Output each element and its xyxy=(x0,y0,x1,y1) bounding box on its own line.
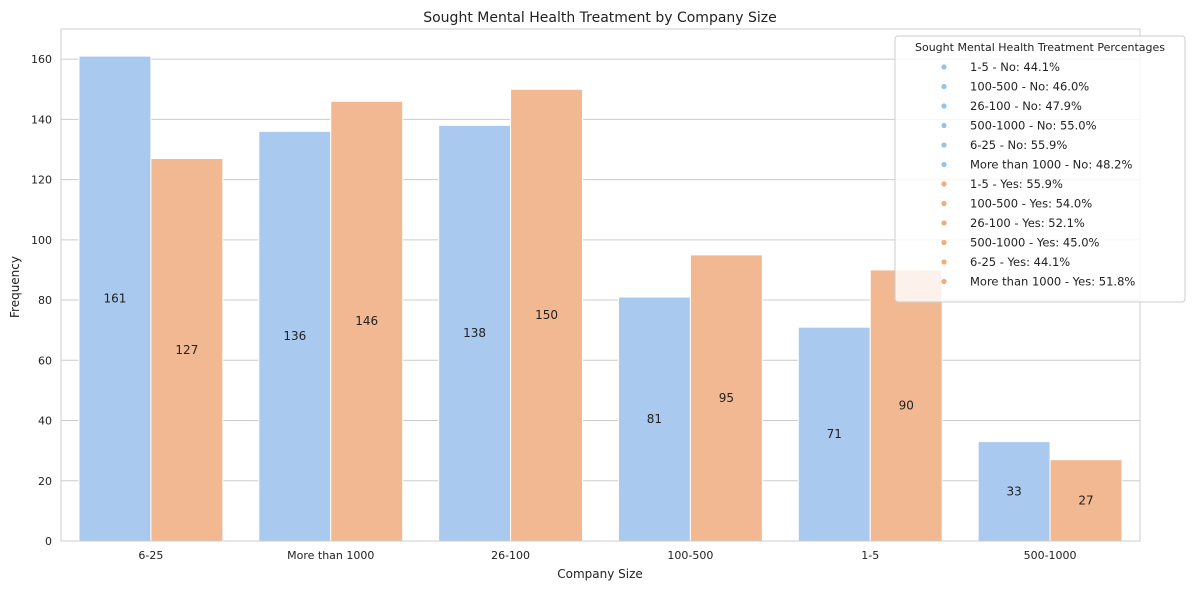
legend-entry: 26-100 - Yes: 52.1% xyxy=(970,216,1085,230)
x-axis-label: Company Size xyxy=(557,567,643,581)
y-tick-label: 160 xyxy=(31,53,52,66)
legend-marker xyxy=(941,122,947,129)
bar xyxy=(869,269,943,542)
x-tick-label: 1-5 xyxy=(861,549,879,562)
bar-value-label: 27 xyxy=(1078,493,1093,507)
x-tick-label: 100-500 xyxy=(667,549,713,562)
y-axis-label: Frequency xyxy=(8,256,22,318)
bars xyxy=(78,55,1123,542)
legend-entry: 500-1000 - Yes: 45.0% xyxy=(970,236,1100,250)
bar-value-label: 71 xyxy=(827,427,842,441)
legend-box xyxy=(894,35,1186,303)
y-tick-label: 140 xyxy=(31,113,52,126)
bar-value-label: 127 xyxy=(175,343,198,357)
bar-value-label: 146 xyxy=(355,314,378,328)
legend-marker xyxy=(941,83,947,90)
legend-entry: More than 1000 - Yes: 51.8% xyxy=(970,275,1135,289)
x-tick-label: 26-100 xyxy=(491,549,530,562)
x-tick-label: More than 1000 xyxy=(287,549,374,562)
bar-value-label: 136 xyxy=(283,329,306,343)
bar xyxy=(617,296,691,542)
legend-entry: 1-5 - Yes: 55.9% xyxy=(970,177,1063,191)
legend-entry: 100-500 - No: 46.0% xyxy=(970,80,1089,94)
bar xyxy=(977,441,1051,542)
bar-value-label: 81 xyxy=(647,412,662,426)
x-axis-ticks: 6-25 More than 1000 26-100 100-500 1-5 500-10… xyxy=(138,549,1076,562)
bar xyxy=(258,130,332,542)
bar xyxy=(1049,459,1123,542)
legend-marker xyxy=(941,181,947,187)
bar-value-label: 138 xyxy=(463,326,486,340)
x-tick-label: 500-1000 xyxy=(1024,549,1077,562)
bar-value-label: 33 xyxy=(1006,484,1021,498)
grid-lines xyxy=(61,58,1140,482)
bar xyxy=(78,55,152,542)
legend-marker xyxy=(941,161,947,168)
bar-value-label: 161 xyxy=(103,292,126,306)
bar xyxy=(510,88,584,542)
legend-title: Sought Mental Health Treatment Percentag… xyxy=(915,41,1165,54)
bar xyxy=(330,100,404,542)
bar-value-label: 90 xyxy=(899,398,914,412)
legend-marker xyxy=(941,239,947,246)
y-tick-label: 60 xyxy=(38,354,52,367)
legend-marker xyxy=(941,220,947,226)
legend-marker xyxy=(941,200,947,207)
bar-value-label: 150 xyxy=(535,308,558,322)
legend-entry: 1-5 - No: 44.1% xyxy=(970,60,1060,74)
y-tick-label: 100 xyxy=(31,234,52,247)
legend-marker xyxy=(941,142,947,148)
y-tick-label: 20 xyxy=(38,475,52,488)
legend-entry: 500-1000 - No: 55.0% xyxy=(970,119,1097,133)
y-tick-label: 40 xyxy=(38,415,52,428)
bar-value-label: 95 xyxy=(719,391,734,405)
x-tick-label: 6-25 xyxy=(138,549,163,562)
legend-entry: 6-25 - Yes: 44.1% xyxy=(970,255,1070,269)
legend-marker xyxy=(941,278,947,285)
legend-entry: 26-100 - No: 47.9% xyxy=(970,99,1082,113)
legend-marker xyxy=(941,259,947,265)
bar xyxy=(689,254,763,542)
legend-marker xyxy=(941,103,947,109)
y-tick-label: 80 xyxy=(38,294,52,307)
y-tick-label: 120 xyxy=(31,174,52,187)
legend-entry: 100-500 - Yes: 54.0% xyxy=(970,197,1092,211)
bar-value-labels: 161 127 136 146 138 150 81 95 71 90 33 27 xyxy=(103,292,1093,508)
legend-marker xyxy=(941,64,947,70)
y-tick-label: 0 xyxy=(45,535,52,548)
legend: Sought Mental Health Treatment Percentag… xyxy=(894,35,1186,303)
chart-title: Sought Mental Health Treatment by Compan… xyxy=(423,10,777,26)
y-axis-ticks: 0 20 40 60 80 100 120 140 160 xyxy=(31,53,52,548)
legend-entry: 6-25 - No: 55.9% xyxy=(970,138,1067,152)
bar xyxy=(150,158,224,542)
legend-entry: More than 1000 - No: 48.2% xyxy=(970,158,1132,172)
